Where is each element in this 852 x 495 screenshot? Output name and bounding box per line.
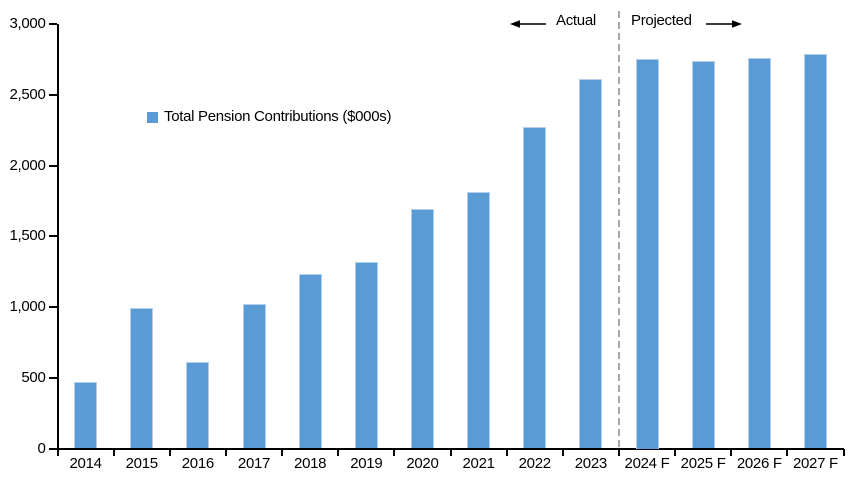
- x-axis-label-2022: 2022: [518, 455, 551, 472]
- x-axis-tick: [112, 448, 115, 456]
- x-axis-tick: [617, 448, 620, 456]
- actual-zone-label: Actual: [556, 12, 596, 29]
- x-axis-tick: [505, 448, 508, 456]
- y-axis-tick: [48, 376, 57, 379]
- y-axis-tick-label: 3,000: [9, 15, 46, 32]
- x-axis-label-2025-f: 2025 F: [680, 455, 726, 472]
- x-axis-label-2019: 2019: [350, 455, 383, 472]
- x-axis-tick: [730, 448, 733, 456]
- y-axis-tick: [48, 23, 57, 25]
- bar-2027-f: [803, 53, 827, 449]
- bar-2023: [579, 79, 603, 449]
- bar-2024-f: [635, 59, 659, 449]
- bar-2025-f: [691, 60, 715, 449]
- x-axis-label-2020: 2020: [406, 455, 439, 472]
- bar-2018: [298, 274, 322, 449]
- y-axis-tick: [48, 164, 57, 167]
- x-axis-label-2018: 2018: [294, 455, 327, 472]
- x-axis-tick: [168, 448, 171, 456]
- x-axis-tick: [561, 448, 564, 456]
- x-axis-tick: [337, 448, 340, 456]
- y-axis-tick: [48, 235, 57, 238]
- left-arrow-icon: [510, 16, 546, 28]
- x-axis-tick: [786, 448, 789, 456]
- x-axis-label-2023: 2023: [574, 455, 607, 472]
- x-axis-label-2014: 2014: [69, 455, 102, 472]
- actual-projected-divider-line: [617, 11, 620, 449]
- legend-series-label: Total Pension Contributions ($000s): [164, 108, 392, 125]
- bar-2020: [410, 209, 434, 449]
- x-axis-tick: [281, 448, 284, 456]
- x-axis-tick: [842, 448, 845, 456]
- right-arrow-icon: [706, 16, 742, 28]
- x-axis-label-2027-f: 2027 F: [792, 455, 838, 472]
- y-axis-tick-label: 2,500: [9, 85, 46, 103]
- x-axis-label-2026-f: 2026 F: [736, 455, 782, 472]
- x-axis-label-2024-f: 2024 F: [624, 455, 670, 472]
- y-axis-tick-label: 0: [37, 439, 46, 457]
- bar-2022: [523, 127, 547, 449]
- x-axis-label-2016: 2016: [181, 455, 214, 472]
- y-axis-tick: [48, 306, 57, 308]
- legend-square-icon: [147, 111, 158, 123]
- y-axis-tick-label: 500: [21, 368, 46, 386]
- x-axis-label-2021: 2021: [462, 455, 495, 472]
- x-axis-label-2015: 2015: [125, 455, 158, 472]
- y-axis-tick-label: 1,000: [9, 298, 46, 315]
- bar-2021: [467, 192, 491, 449]
- y-axis-tick-label: 1,500: [9, 227, 46, 245]
- y-axis-tick: [48, 447, 57, 450]
- x-axis-label-2017: 2017: [237, 455, 271, 472]
- y-axis-line: [56, 24, 59, 450]
- x-axis-tick: [449, 448, 452, 456]
- bar-2017: [242, 304, 266, 449]
- projected-zone-label: Projected: [631, 12, 692, 29]
- bar-2026-f: [747, 57, 771, 449]
- bar-2019: [354, 261, 378, 449]
- x-axis-tick: [224, 448, 227, 456]
- x-axis-tick: [674, 448, 677, 456]
- chart-legend: Total Pension Contributions ($000s): [147, 108, 391, 126]
- bar-2014: [74, 381, 98, 449]
- x-axis-tick: [56, 448, 59, 456]
- x-axis-tick: [393, 448, 396, 456]
- bar-2015: [130, 308, 154, 449]
- bar-2016: [186, 362, 210, 449]
- y-axis-tick: [48, 93, 57, 96]
- y-axis-tick-label: 2,000: [9, 156, 46, 174]
